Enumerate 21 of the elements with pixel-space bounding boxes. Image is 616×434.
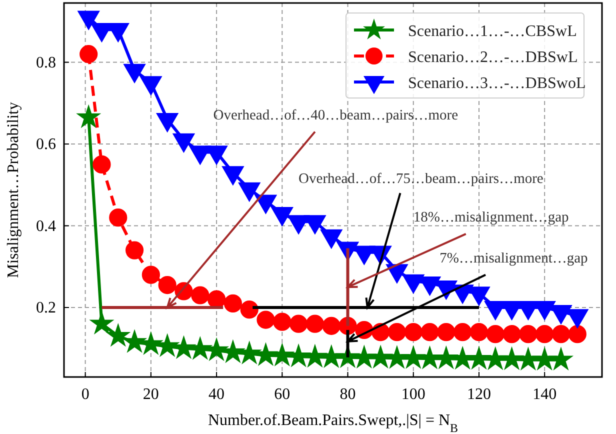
x-tick-label: 140 bbox=[532, 386, 557, 403]
y-axis-title: Misalignment…Probability bbox=[5, 102, 22, 278]
x-tick-label: 60 bbox=[274, 386, 290, 403]
x-axis-title: Number.of.Beam.Pairs.Swept,.|S| = N$_{B}$ bbox=[208, 412, 458, 434]
y-tick-label: 0.4 bbox=[36, 218, 56, 235]
x-tick-label: 120 bbox=[466, 386, 491, 403]
y-tick-label: 0.8 bbox=[36, 54, 56, 72]
legend-label: Scenario…3…-…DBSwoL bbox=[408, 75, 586, 92]
x-tick-label: 20 bbox=[142, 386, 159, 403]
annotation: Overhead…of…75…beam…pairs…more bbox=[298, 170, 544, 187]
x-tick-label: 100 bbox=[401, 386, 426, 403]
legend-label: Scenario…2…-…DBSwL bbox=[408, 49, 578, 66]
y-tick-label: 0.2 bbox=[36, 300, 56, 317]
legend-label: Scenario…1…-…CBSwL bbox=[408, 23, 577, 40]
annotation: Overhead…of…40…beam…pairs…more bbox=[213, 107, 458, 124]
annotation: 7%…misalignment…gap bbox=[440, 250, 588, 267]
x-tick-label: 0 bbox=[81, 386, 90, 403]
y-tick-label: 0.6 bbox=[36, 136, 56, 154]
x-tick-label: 40 bbox=[208, 386, 225, 403]
annotation: 18%…misalignment…gap bbox=[413, 210, 569, 226]
x-tick-label: 80 bbox=[340, 386, 356, 403]
